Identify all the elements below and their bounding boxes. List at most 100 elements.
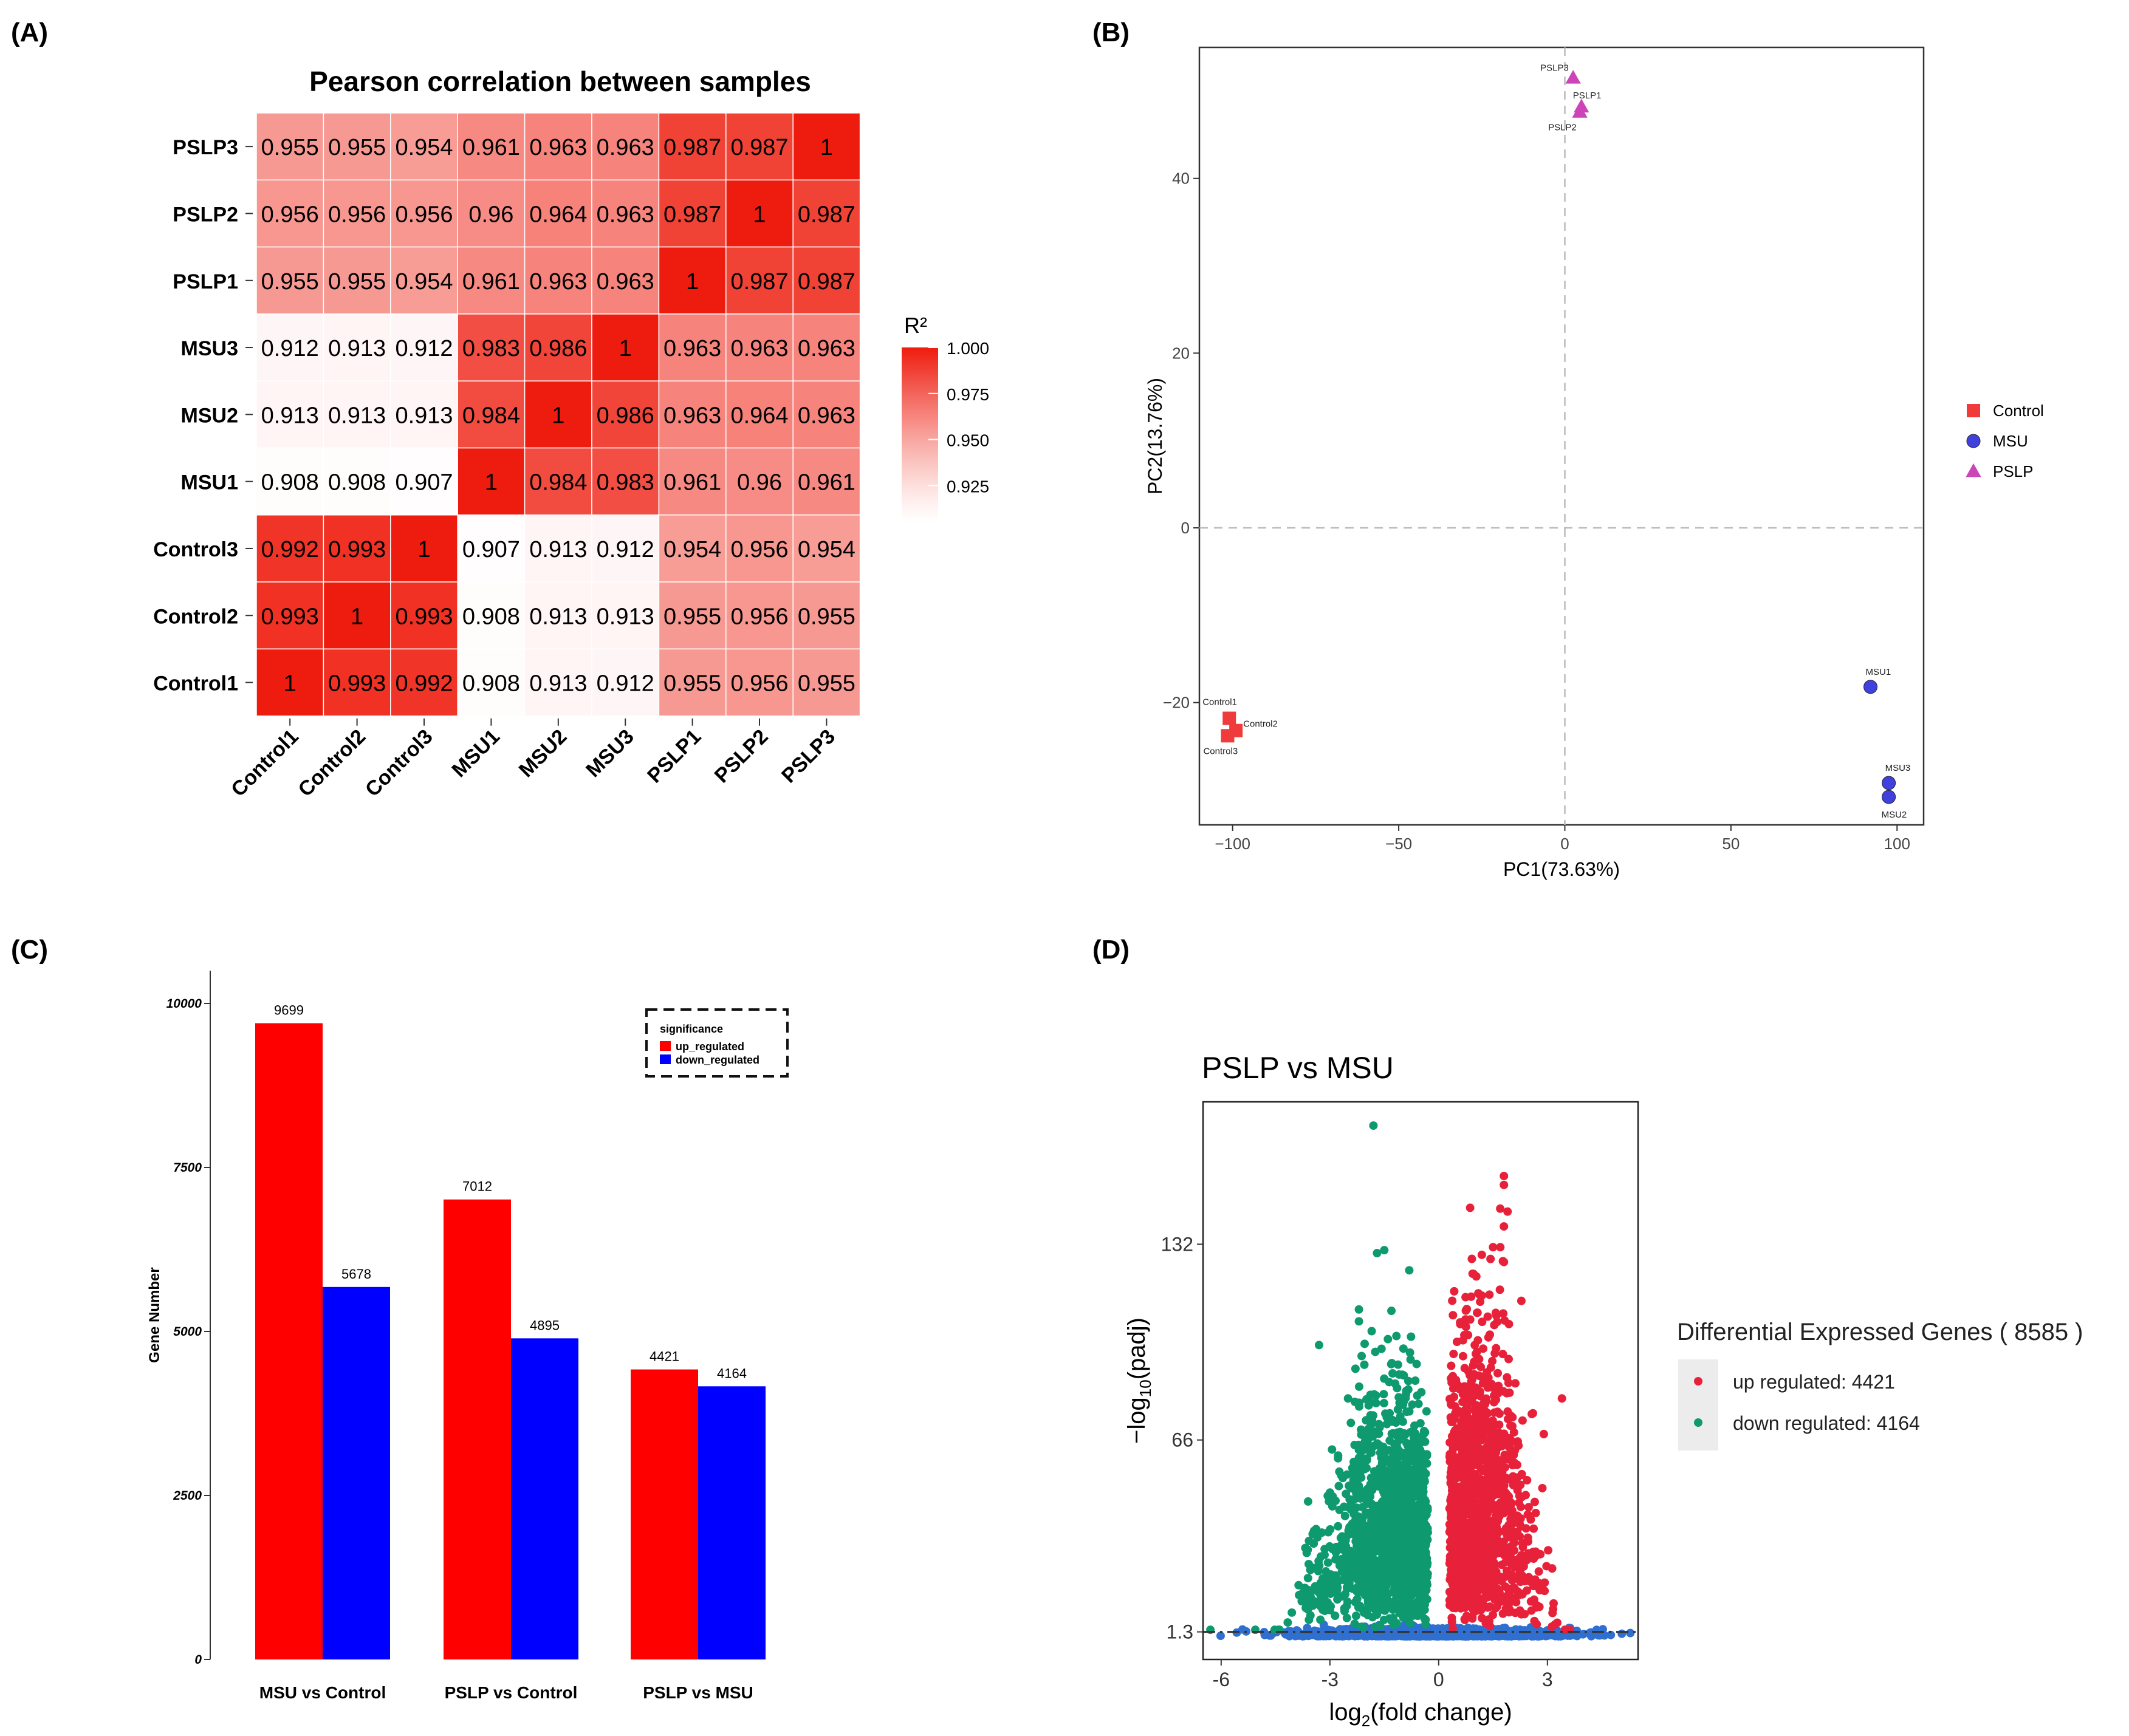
volcano-point bbox=[1579, 1629, 1588, 1638]
volcano-point bbox=[1419, 1430, 1428, 1439]
volcano-point bbox=[1360, 1339, 1369, 1348]
heatmap-cell-value: 0.956 bbox=[730, 537, 788, 562]
volcano-point bbox=[1320, 1545, 1329, 1554]
heatmap-cell bbox=[792, 313, 861, 381]
pca-y-tick-label: 40 bbox=[1172, 169, 1190, 188]
volcano-point bbox=[1368, 1613, 1377, 1622]
volcano-point bbox=[1403, 1441, 1412, 1451]
heatmap-cell-value: 0.912 bbox=[261, 336, 319, 361]
volcano-point bbox=[1344, 1526, 1353, 1535]
volcano-point bbox=[1314, 1586, 1323, 1595]
volcano-point bbox=[1349, 1470, 1359, 1479]
volcano-point bbox=[1384, 1526, 1393, 1535]
volcano-point bbox=[1316, 1615, 1325, 1624]
volcano-point bbox=[1357, 1352, 1366, 1361]
bar-y-label: Gene Number bbox=[146, 1267, 163, 1362]
volcano-point bbox=[1394, 1602, 1403, 1611]
volcano-point bbox=[1406, 1355, 1415, 1364]
volcano-point bbox=[1358, 1569, 1367, 1578]
bar-down-regulated bbox=[698, 1386, 766, 1659]
heatmap-cell-value: 0.912 bbox=[395, 336, 453, 361]
bar-value-label: 4164 bbox=[717, 1365, 747, 1381]
heatmap-cell-value: 0.908 bbox=[261, 470, 319, 496]
heatmap-cell-value: 1 bbox=[686, 269, 699, 295]
volcano-point bbox=[1216, 1632, 1225, 1641]
volcano-point bbox=[1535, 1602, 1544, 1611]
volcano-point bbox=[1351, 1364, 1360, 1373]
bar-up-regulated bbox=[255, 1023, 323, 1659]
colorbar-tick-label: 1.000 bbox=[947, 339, 989, 358]
heatmap-col-label: Control2 bbox=[294, 725, 371, 801]
heatmap-cell-value: 0.963 bbox=[663, 403, 721, 428]
heatmap-col-label: PSLP1 bbox=[643, 725, 705, 787]
volcano-point bbox=[1450, 1287, 1459, 1296]
heatmap-cell bbox=[792, 447, 861, 516]
volcano-point bbox=[1444, 1630, 1453, 1639]
heatmap-cell bbox=[658, 447, 727, 516]
volcano-point bbox=[1495, 1285, 1504, 1294]
volcano-point bbox=[1342, 1613, 1351, 1622]
pca-point-pslp2 bbox=[1572, 104, 1588, 118]
volcano-point bbox=[1404, 1449, 1413, 1458]
volcano-point bbox=[1460, 1615, 1469, 1624]
volcano-point bbox=[1534, 1567, 1543, 1576]
pca-point-msu2 bbox=[1882, 790, 1896, 804]
volcano-point bbox=[1352, 1587, 1361, 1596]
volcano-point bbox=[1335, 1467, 1344, 1476]
volcano-point bbox=[1408, 1400, 1417, 1409]
heatmap-cell bbox=[256, 648, 324, 717]
volcano-point bbox=[1397, 1416, 1406, 1426]
volcano-point bbox=[1343, 1598, 1352, 1607]
heatmap-cell bbox=[725, 514, 794, 583]
heatmap-cell-value: 0.954 bbox=[395, 135, 453, 160]
heatmap-cell-value: 0.986 bbox=[597, 403, 654, 428]
volcano-point bbox=[1448, 1311, 1458, 1320]
volcano-point bbox=[1387, 1359, 1396, 1368]
heatmap-cell bbox=[591, 112, 660, 181]
heatmap-cell bbox=[524, 246, 592, 315]
heatmap-cell bbox=[390, 112, 458, 181]
volcano-point bbox=[1388, 1503, 1397, 1512]
heatmap-cell-value: 0.913 bbox=[328, 336, 386, 361]
volcano-point bbox=[1331, 1611, 1340, 1620]
heatmap-cell-value: 0.955 bbox=[663, 671, 721, 697]
heatmap-cell bbox=[256, 112, 324, 181]
pca-legend-key bbox=[1966, 463, 1981, 477]
volcano-point bbox=[1390, 1549, 1399, 1558]
heatmap-cell bbox=[457, 447, 526, 516]
heatmap-cell-value: 0.956 bbox=[328, 202, 386, 227]
heatmap-col-label: PSLP2 bbox=[710, 725, 773, 787]
heatmap-cell bbox=[792, 179, 861, 248]
heatmap-cell-value: 0.987 bbox=[730, 269, 788, 295]
volcano-point bbox=[1295, 1591, 1304, 1600]
volcano-point bbox=[1390, 1534, 1399, 1543]
bar-down-regulated bbox=[323, 1287, 390, 1659]
pca-point-label: PSLP2 bbox=[1548, 122, 1577, 132]
panel-b: (B)−100 −50 0 50 100−2002040PC1(73.63%)PC2(1… bbox=[1092, 18, 2044, 880]
volcano-point bbox=[1416, 1474, 1425, 1483]
volcano-point bbox=[1464, 1330, 1473, 1339]
volcano-point bbox=[1366, 1600, 1375, 1609]
heatmap-cell-value: 0.913 bbox=[395, 403, 453, 428]
heatmap-cell-value: 0.964 bbox=[529, 202, 587, 227]
volcano-point bbox=[1479, 1631, 1488, 1640]
volcano-point bbox=[1407, 1529, 1416, 1538]
bar-legend-key bbox=[660, 1054, 671, 1064]
bar-category-label: MSU vs Control bbox=[259, 1683, 386, 1702]
volcano-point bbox=[1516, 1502, 1525, 1511]
heatmap-cell bbox=[390, 581, 458, 650]
heatmap-cell bbox=[524, 380, 592, 449]
pca-point-label: MSU1 bbox=[1866, 667, 1891, 677]
heatmap-cell-value: 0.955 bbox=[663, 604, 721, 629]
heatmap-cell-value: 0.912 bbox=[597, 537, 654, 562]
heatmap-cell-value: 0.983 bbox=[597, 470, 654, 496]
heatmap-cell-value: 0.955 bbox=[328, 269, 386, 295]
heatmap-cell-value: 0.961 bbox=[462, 269, 520, 295]
heatmap-cell-value: 0.913 bbox=[529, 604, 587, 629]
volcano-point bbox=[1381, 1409, 1390, 1418]
panel-b-label: (B) bbox=[1092, 18, 1130, 47]
heatmap-cell-value: 0.956 bbox=[730, 671, 788, 697]
heatmap-row-label: Control1 bbox=[153, 672, 238, 695]
volcano-point bbox=[1421, 1581, 1430, 1590]
heatmap-cell-value: 1 bbox=[284, 671, 297, 697]
